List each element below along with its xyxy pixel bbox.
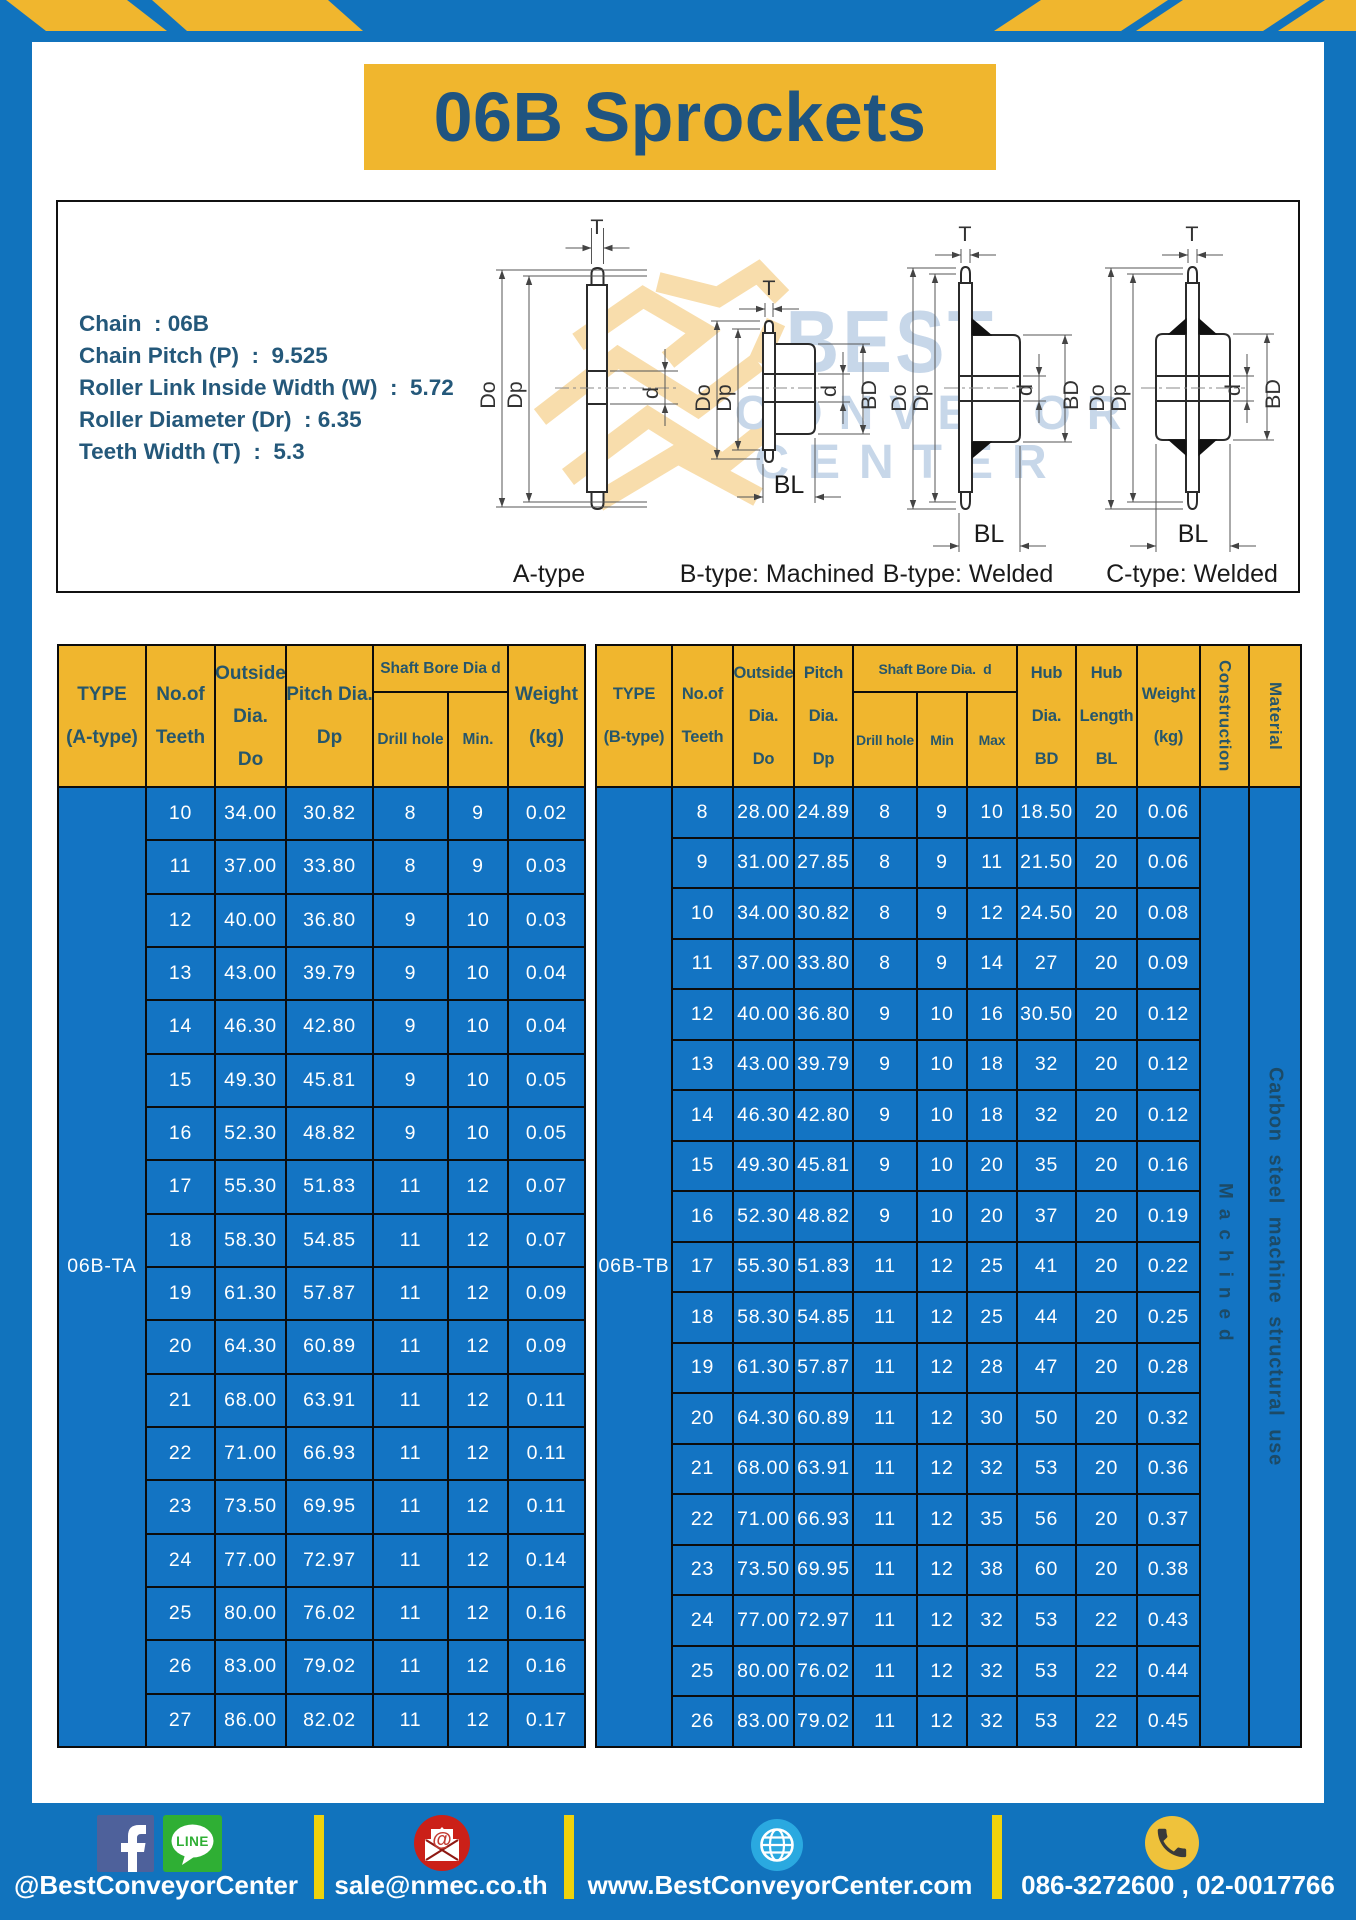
- svg-text:C-type: Welded: C-type: Welded: [1106, 560, 1278, 588]
- svg-text:T: T: [590, 215, 603, 239]
- svg-text:Dp: Dp: [712, 384, 736, 412]
- svg-text:d: d: [1013, 384, 1037, 396]
- svg-text:CENTER: CENTER: [754, 436, 1065, 489]
- svg-text:BL: BL: [774, 471, 805, 499]
- svg-text:T: T: [762, 276, 775, 300]
- svg-text:Do: Do: [887, 384, 911, 412]
- svg-text:Do: Do: [476, 381, 500, 409]
- svg-text:BL: BL: [974, 520, 1005, 548]
- svg-text:Do: Do: [1085, 384, 1109, 412]
- svg-text:Dp: Dp: [1107, 384, 1131, 412]
- svg-text:BD: BD: [1261, 379, 1285, 409]
- svg-text:@: @: [432, 1829, 452, 1851]
- svg-text:BD: BD: [857, 380, 881, 410]
- svg-text:d: d: [639, 387, 663, 399]
- svg-text:BL: BL: [1178, 520, 1209, 548]
- svg-text:BD: BD: [1059, 380, 1083, 410]
- svg-text:B-type: Machined: B-type: Machined: [680, 560, 875, 588]
- svg-text:d: d: [817, 385, 841, 397]
- svg-text:A-type: A-type: [513, 560, 585, 588]
- svg-text:d: d: [1221, 384, 1245, 396]
- svg-text:T: T: [958, 222, 971, 246]
- svg-text:T: T: [1185, 222, 1198, 246]
- svg-text:LINE: LINE: [176, 1834, 209, 1849]
- svg-text:Dp: Dp: [503, 381, 527, 409]
- svg-text:B-type: Welded: B-type: Welded: [883, 560, 1053, 588]
- svg-text:Dp: Dp: [909, 384, 933, 412]
- svg-text:Do: Do: [691, 384, 715, 412]
